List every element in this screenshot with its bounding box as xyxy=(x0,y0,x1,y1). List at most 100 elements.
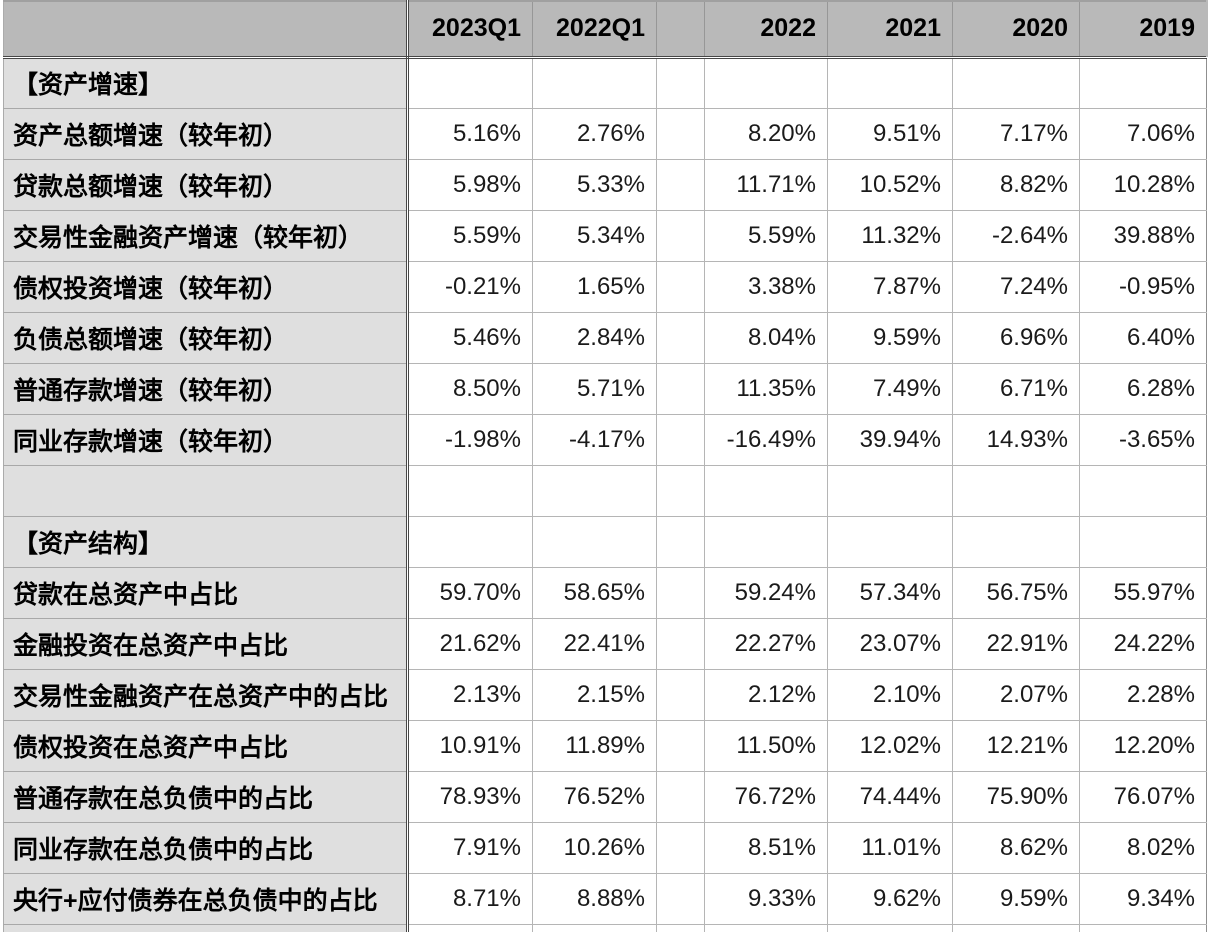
cell-2023q1[interactable] xyxy=(407,516,533,568)
cell-2019[interactable]: 9.34% xyxy=(1079,873,1207,925)
cell-spacer[interactable] xyxy=(656,261,705,313)
cell-spacer[interactable] xyxy=(656,771,705,823)
cell-2022[interactable]: 11.35% xyxy=(704,363,828,415)
cell-spacer[interactable] xyxy=(656,363,705,415)
cell-2021[interactable]: 57.34% xyxy=(827,567,953,619)
cell-2021[interactable] xyxy=(827,465,953,517)
cell-2022[interactable]: 11.50% xyxy=(704,720,828,772)
cell-spacer[interactable] xyxy=(656,516,705,568)
column-header-labels[interactable] xyxy=(3,1,409,59)
row-label-cell[interactable]: 同业存款增速（较年初） xyxy=(3,414,409,466)
cell-2022q1[interactable]: 1.65% xyxy=(532,261,657,313)
cell-2020[interactable]: 7.24% xyxy=(952,261,1080,313)
cell-2020[interactable]: 9.59% xyxy=(952,873,1080,925)
cell-2023q1[interactable]: 59.70% xyxy=(407,567,533,619)
cell-2019[interactable] xyxy=(1079,465,1207,517)
cell-2020[interactable]: 22.91% xyxy=(952,618,1080,670)
row-label-cell[interactable]: 同业存款在总负债中的占比 xyxy=(3,822,409,874)
cell-2019[interactable] xyxy=(1079,516,1207,568)
cell-2023q1[interactable]: 7.91% xyxy=(407,822,533,874)
column-header-2019[interactable]: 2019 xyxy=(1079,1,1207,59)
cell-2022q1[interactable]: 2.15% xyxy=(532,669,657,721)
cell-spacer[interactable] xyxy=(656,312,705,364)
cell-2020[interactable]: 6.96% xyxy=(952,312,1080,364)
cell-2023q1[interactable]: 5.46% xyxy=(407,312,533,364)
cell-2023q1[interactable] xyxy=(407,465,533,517)
cell-spacer[interactable] xyxy=(656,159,705,211)
cell-spacer[interactable] xyxy=(656,618,705,670)
row-label-cell[interactable] xyxy=(3,924,409,932)
cell-2020[interactable]: 75.90% xyxy=(952,771,1080,823)
cell-2022[interactable]: 9.33% xyxy=(704,873,828,925)
column-header-2021[interactable]: 2021 xyxy=(827,1,953,59)
cell-2021[interactable]: 39.94% xyxy=(827,414,953,466)
cell-2021[interactable]: 12.02% xyxy=(827,720,953,772)
cell-spacer[interactable] xyxy=(656,924,705,932)
cell-2021[interactable]: 2.10% xyxy=(827,669,953,721)
cell-2022[interactable] xyxy=(704,516,828,568)
cell-spacer[interactable] xyxy=(656,108,705,160)
cell-2022[interactable]: 8.04% xyxy=(704,312,828,364)
column-header-2022[interactable]: 2022 xyxy=(704,1,828,59)
cell-2019[interactable]: 76.07% xyxy=(1079,771,1207,823)
cell-2019[interactable]: -3.65% xyxy=(1079,414,1207,466)
cell-2020[interactable]: 12.21% xyxy=(952,720,1080,772)
cell-2022q1[interactable] xyxy=(532,924,657,932)
cell-2022q1[interactable]: 5.71% xyxy=(532,363,657,415)
cell-2022q1[interactable]: 8.88% xyxy=(532,873,657,925)
cell-spacer[interactable] xyxy=(656,567,705,619)
column-header-spacer[interactable] xyxy=(656,1,705,59)
cell-2022q1[interactable]: 10.26% xyxy=(532,822,657,874)
row-label-cell[interactable]: 交易性金融资产在总资产中的占比 xyxy=(3,669,409,721)
cell-2020[interactable] xyxy=(952,924,1080,932)
cell-2019[interactable]: 55.97% xyxy=(1079,567,1207,619)
cell-2023q1[interactable] xyxy=(407,57,533,109)
cell-2019[interactable]: 12.20% xyxy=(1079,720,1207,772)
cell-2022q1[interactable] xyxy=(532,516,657,568)
cell-2020[interactable]: 7.17% xyxy=(952,108,1080,160)
cell-2020[interactable]: 6.71% xyxy=(952,363,1080,415)
cell-2022[interactable] xyxy=(704,924,828,932)
cell-2019[interactable]: 39.88% xyxy=(1079,210,1207,262)
cell-2023q1[interactable]: 5.98% xyxy=(407,159,533,211)
cell-2021[interactable]: 9.62% xyxy=(827,873,953,925)
cell-2019[interactable]: 7.06% xyxy=(1079,108,1207,160)
cell-2019[interactable]: 2.28% xyxy=(1079,669,1207,721)
cell-2022q1[interactable]: 22.41% xyxy=(532,618,657,670)
cell-2022q1[interactable] xyxy=(532,57,657,109)
cell-2020[interactable]: 8.82% xyxy=(952,159,1080,211)
cell-2021[interactable]: 9.59% xyxy=(827,312,953,364)
cell-2019[interactable]: 6.40% xyxy=(1079,312,1207,364)
row-label-cell[interactable]: 资产总额增速（较年初） xyxy=(3,108,409,160)
cell-2019[interactable]: 6.28% xyxy=(1079,363,1207,415)
row-label-cell[interactable]: 债权投资增速（较年初） xyxy=(3,261,409,313)
column-header-2022q1[interactable]: 2022Q1 xyxy=(532,1,657,59)
cell-2019[interactable]: -0.95% xyxy=(1079,261,1207,313)
cell-2021[interactable]: 10.52% xyxy=(827,159,953,211)
cell-2022q1[interactable]: 2.84% xyxy=(532,312,657,364)
cell-2021[interactable]: 7.49% xyxy=(827,363,953,415)
cell-2022[interactable]: 59.24% xyxy=(704,567,828,619)
cell-2022[interactable] xyxy=(704,465,828,517)
cell-spacer[interactable] xyxy=(656,720,705,772)
row-label-cell[interactable] xyxy=(3,465,409,517)
cell-2019[interactable]: 10.28% xyxy=(1079,159,1207,211)
cell-2023q1[interactable]: 5.16% xyxy=(407,108,533,160)
row-label-cell[interactable]: 普通存款在总负债中的占比 xyxy=(3,771,409,823)
cell-2023q1[interactable]: 10.91% xyxy=(407,720,533,772)
cell-2023q1[interactable]: 78.93% xyxy=(407,771,533,823)
column-header-2023q1[interactable]: 2023Q1 xyxy=(407,1,533,59)
cell-2023q1[interactable]: 8.50% xyxy=(407,363,533,415)
cell-2023q1[interactable]: 21.62% xyxy=(407,618,533,670)
cell-2020[interactable]: -2.64% xyxy=(952,210,1080,262)
cell-2022[interactable]: 8.51% xyxy=(704,822,828,874)
cell-2022[interactable]: 8.20% xyxy=(704,108,828,160)
cell-2022q1[interactable]: 5.34% xyxy=(532,210,657,262)
cell-2020[interactable] xyxy=(952,57,1080,109)
cell-2020[interactable] xyxy=(952,516,1080,568)
row-label-cell[interactable]: 贷款在总资产中占比 xyxy=(3,567,409,619)
cell-2019[interactable]: 8.02% xyxy=(1079,822,1207,874)
cell-2021[interactable]: 11.32% xyxy=(827,210,953,262)
row-label-cell[interactable]: 贷款总额增速（较年初） xyxy=(3,159,409,211)
cell-2021[interactable]: 23.07% xyxy=(827,618,953,670)
